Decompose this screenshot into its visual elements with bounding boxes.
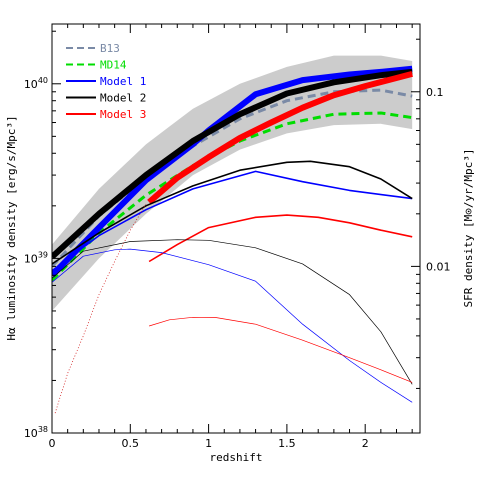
x-tick-label: 1	[205, 437, 212, 450]
series-line-model-3-medium	[148, 214, 413, 263]
right-tick-label: 0.01	[426, 260, 451, 273]
legend-label-model-3: Model 3	[100, 108, 146, 121]
x-tick-label: 0.5	[122, 437, 140, 450]
series-line-model-3-thin	[148, 316, 413, 383]
series-line-model-1-thin	[52, 248, 413, 403]
x-tick-label: 1.5	[278, 437, 296, 450]
series-line-model-2-thin	[52, 239, 413, 385]
legend-label-model-1: Model 1	[100, 75, 146, 88]
x-tick-label: 0	[49, 437, 56, 450]
legend-label-b13: B13	[100, 42, 120, 55]
series-line-model-1-medium	[52, 170, 413, 272]
series-line-model-1	[52, 65, 413, 278]
y-axis-label: Hα luminosity density [erg/s/Mpc³]	[5, 115, 18, 340]
x-tick-label: 2	[362, 437, 369, 450]
series-line-model-3-dotted	[54, 203, 147, 414]
x-axis-label: redshift	[210, 451, 263, 464]
series-line-model-2-medium	[52, 160, 413, 265]
series-line-model-2	[52, 68, 413, 260]
y-tick-label: 1039	[24, 250, 48, 265]
legend-label-model-2: Model 2	[100, 92, 146, 105]
uncertainty-band	[52, 55, 413, 311]
right-tick-label: 0.1	[426, 86, 444, 99]
series-line-model-3	[147, 70, 413, 205]
series-line-b13	[52, 88, 413, 268]
y-axis-label-right: SFR density [M⊙/yr/Mpc³]	[462, 149, 475, 308]
legend-label-md14: MD14	[100, 59, 127, 72]
y-tick-label: 1040	[24, 76, 48, 91]
y-tick-label: 1038	[24, 425, 48, 440]
plot-frame	[51, 23, 421, 434]
